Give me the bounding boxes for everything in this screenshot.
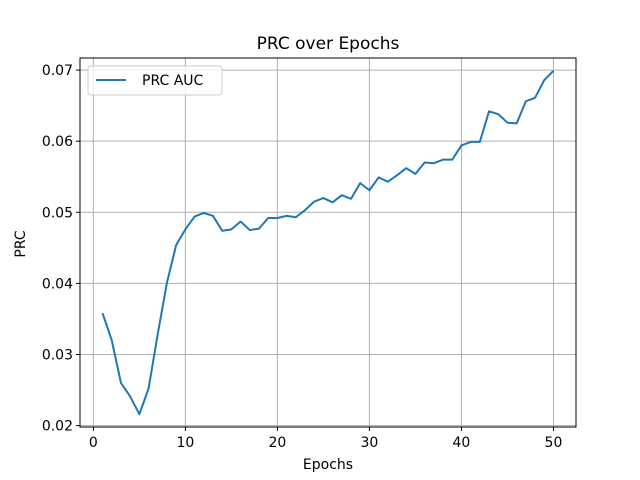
grid	[80, 58, 576, 427]
y-axis-label: PRC	[13, 230, 29, 257]
x-tick-label: 40	[453, 435, 471, 451]
y-tick-label: 0.06	[42, 134, 73, 150]
x-tick-label: 20	[268, 435, 286, 451]
chart-title: PRC over Epochs	[257, 34, 400, 54]
legend: PRC AUC	[87, 65, 223, 96]
legend-label: PRC AUC	[142, 73, 204, 89]
plot-frame	[79, 57, 577, 428]
x-tick-label: 50	[545, 435, 563, 451]
axis-ticks: 0 10 20 30 40 50 0.02 0.03 0.04 0.05 0.06 0.07	[42, 63, 563, 451]
y-tick-label: 0.03	[42, 347, 73, 363]
y-tick-label: 0.07	[42, 63, 73, 79]
y-tick-label: 0.04	[42, 276, 73, 292]
series-line-prc-auc	[101, 70, 555, 416]
x-axis-label: Epochs	[303, 457, 353, 473]
series-layer	[101, 70, 555, 416]
x-tick-label: 10	[176, 435, 194, 451]
x-tick-label: 0	[89, 435, 98, 451]
legend-box	[87, 65, 223, 96]
y-tick-label: 0.02	[42, 419, 73, 435]
y-tick-label: 0.05	[42, 205, 73, 221]
x-tick-label: 30	[360, 435, 378, 451]
